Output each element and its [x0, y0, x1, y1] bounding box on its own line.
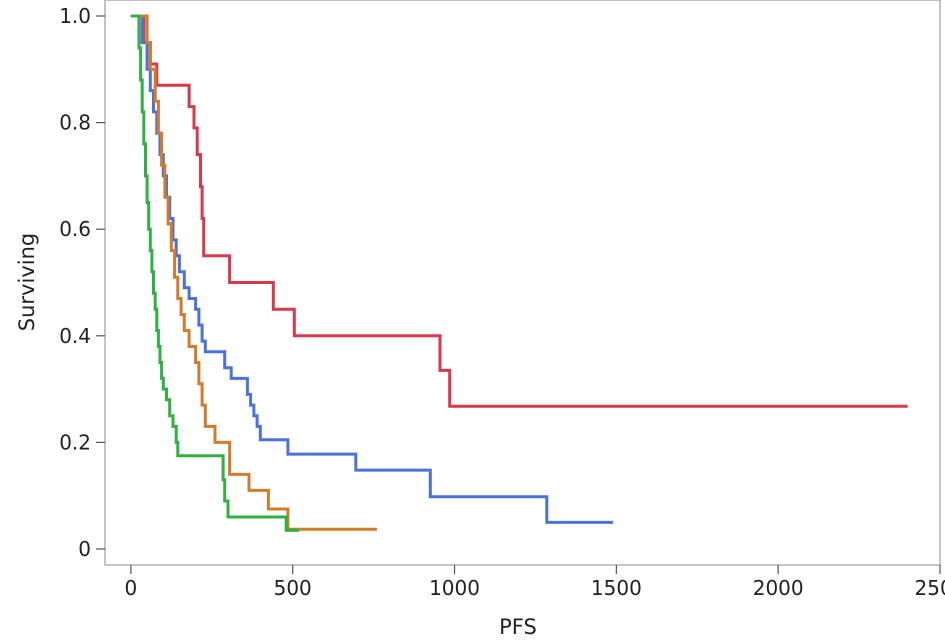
- y-axis-title: Surviving: [15, 233, 39, 331]
- y-tick-label: 0: [78, 537, 91, 561]
- x-tick-label: 1000: [429, 576, 480, 600]
- x-tick-label: 0: [125, 576, 138, 600]
- y-tick-label: 0.6: [59, 217, 91, 241]
- survival-curve-4: [130, 14, 300, 532]
- x-tick-label: 500: [274, 576, 312, 600]
- y-tick-label: 0.2: [59, 430, 91, 454]
- y-axis-ticks: 0 0.2 0.4 0.6 0.8 1.0: [59, 4, 105, 561]
- series-layer: [130, 14, 908, 532]
- x-tick-label: 2000: [753, 576, 804, 600]
- x-tick-label: 1500: [591, 576, 642, 600]
- y-tick-label: 0.8: [59, 111, 91, 135]
- survival-curve-2: [130, 14, 614, 524]
- x-axis-title: PFS: [499, 615, 537, 639]
- survival-curve-3: [130, 14, 377, 531]
- y-tick-label: 0.4: [59, 324, 91, 348]
- survival-curve-1: [130, 14, 908, 408]
- y-tick-label: 1.0: [59, 4, 91, 28]
